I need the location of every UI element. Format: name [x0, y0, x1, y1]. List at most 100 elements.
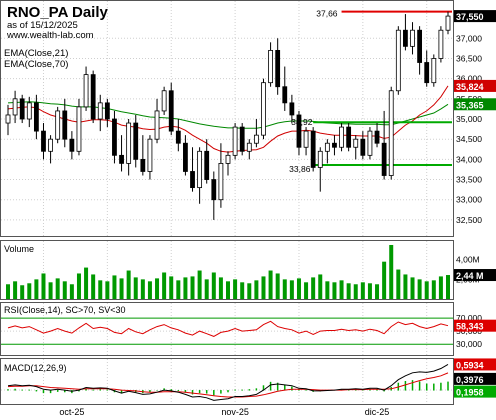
volume-bar	[13, 281, 18, 299]
candle-body	[339, 126, 344, 148]
volume-bar	[34, 279, 39, 299]
signal-last-label: 0,3976	[456, 375, 484, 385]
candle-body	[424, 62, 430, 84]
candle-body	[353, 138, 359, 148]
volume-bar	[48, 282, 53, 299]
candle-body	[104, 102, 110, 120]
macd-title: MACD(12,26,9)	[4, 363, 67, 373]
candle-body	[296, 114, 302, 148]
mid-level-label: 34,92	[291, 117, 313, 127]
volume-bars	[6, 244, 450, 299]
ema70-value-label: 35,365	[456, 100, 484, 110]
candle-body	[253, 134, 259, 144]
candle-body	[268, 49, 273, 84]
candle-body	[332, 142, 337, 148]
rsi-title: RSI(Close,14), SC>70, SV<30	[4, 305, 126, 315]
hist-last-box	[454, 385, 496, 398]
candle-body	[55, 110, 61, 140]
candle-body	[69, 138, 75, 152]
volume-bar	[140, 279, 145, 299]
rsi-pane	[0, 302, 454, 356]
x-axis-label: oct-25	[59, 407, 84, 417]
volume-bar	[296, 278, 301, 299]
candle-body	[175, 130, 181, 144]
volume-bar	[446, 275, 450, 299]
candle-body	[275, 49, 281, 88]
rsi-tick-label: 30,000	[456, 339, 482, 349]
volume-bar	[119, 278, 124, 299]
candle-body	[168, 90, 174, 132]
volume-bar	[84, 267, 89, 299]
volume-bar	[69, 284, 74, 299]
volume-bar	[162, 272, 167, 299]
volume-bar	[197, 270, 202, 299]
volume-bar	[176, 280, 181, 299]
candle-body	[232, 126, 238, 156]
candle-body	[90, 74, 96, 120]
volume-bar	[339, 280, 344, 299]
chart-symbol: RNO_PA Daily	[7, 4, 109, 21]
volume-bar	[183, 277, 188, 299]
volume-bar	[133, 277, 138, 299]
candle-body	[395, 29, 401, 92]
price-tick-label: 33,000	[456, 195, 482, 205]
volume-last-box	[454, 269, 496, 282]
candle-body	[5, 114, 11, 124]
candle-body	[239, 126, 245, 152]
volume-bar	[76, 273, 81, 299]
last-price-label: 37,550	[456, 12, 484, 22]
price-tick-label: 34,000	[456, 154, 482, 164]
candle-body	[374, 130, 380, 144]
axis-labels: 37,00036,50036,00035,50035,00034,50034,0…	[59, 10, 496, 417]
volume-bar	[417, 279, 422, 299]
candle-body	[360, 138, 366, 156]
volume-bar	[190, 276, 195, 299]
ema70-legend: EMA(Close,70)	[4, 59, 68, 70]
candle-body	[218, 163, 224, 201]
volume-bar	[325, 281, 330, 299]
candle-body	[346, 126, 352, 148]
volume-bar	[112, 275, 117, 299]
volume-bar	[226, 281, 230, 299]
volume-bar	[332, 282, 337, 299]
volume-bar	[389, 244, 394, 299]
rsi-tick-label: 70,000	[456, 313, 482, 323]
volume-bar	[353, 284, 358, 299]
volume-bar	[311, 277, 316, 299]
volume-bar	[247, 283, 252, 299]
volume-bar	[126, 270, 131, 299]
candle-body	[126, 122, 132, 164]
rsi-line	[7, 320, 449, 337]
volume-bar	[62, 281, 67, 299]
candle-body	[12, 98, 18, 116]
price-tick-label: 37,000	[456, 33, 482, 43]
volume-last-label: 2,44 M	[456, 271, 484, 281]
macd-last-box	[454, 358, 496, 371]
candle-body	[388, 90, 394, 176]
candle-body	[310, 130, 316, 168]
resistance-label: 37,66	[316, 9, 338, 19]
candle-body	[410, 29, 415, 47]
price-tick-label: 35,000	[456, 114, 482, 124]
candle-body	[26, 102, 32, 120]
rsi-last-label: 58,343	[456, 322, 484, 332]
ema70-value-box	[454, 98, 496, 111]
ema21-value-label: 35,824	[456, 82, 484, 92]
volume-bar	[204, 279, 209, 299]
candle-body	[133, 122, 139, 160]
candle-body	[417, 29, 423, 63]
volume-bar	[275, 273, 280, 299]
candle-body	[183, 142, 188, 172]
candle-body	[119, 154, 124, 164]
volume-bar	[211, 272, 216, 299]
volume-tick-label: 4,00M	[456, 255, 480, 265]
signal-last-box	[454, 372, 496, 385]
hist-last-label: 0,1958	[456, 388, 484, 398]
candle-body	[112, 118, 117, 156]
macd-pane	[0, 358, 454, 405]
candle-body	[161, 90, 167, 112]
volume-bar	[375, 284, 380, 299]
volume-bar	[27, 283, 32, 299]
volume-bar	[41, 273, 46, 299]
